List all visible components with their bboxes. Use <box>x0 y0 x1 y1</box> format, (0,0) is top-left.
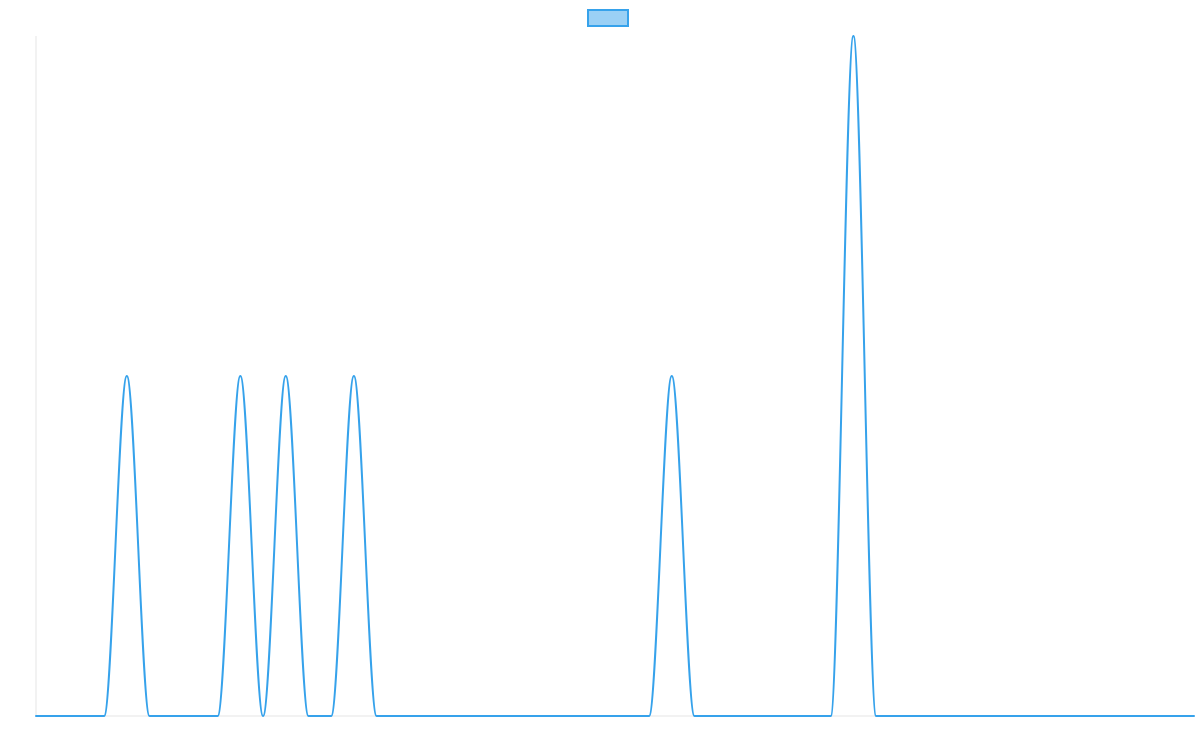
legend-swatch[interactable] <box>587 9 629 27</box>
data-point[interactable] <box>283 373 289 379</box>
data-point[interactable] <box>828 713 834 719</box>
data-point[interactable] <box>464 713 470 719</box>
data-point[interactable] <box>260 713 266 719</box>
data-point[interactable] <box>691 713 697 719</box>
data-point[interactable] <box>192 713 198 719</box>
data-point[interactable] <box>601 713 607 719</box>
legend[interactable] <box>587 9 629 27</box>
data-point[interactable] <box>1009 713 1015 719</box>
data-point[interactable] <box>78 713 84 719</box>
data-point[interactable] <box>1077 713 1083 719</box>
data-point[interactable] <box>147 713 153 719</box>
data-point[interactable] <box>33 713 39 719</box>
data-point[interactable] <box>124 373 130 379</box>
data-point[interactable] <box>487 713 493 719</box>
data-point[interactable] <box>669 373 675 379</box>
data-point[interactable] <box>782 713 788 719</box>
data-point[interactable] <box>1100 713 1106 719</box>
data-point[interactable] <box>941 713 947 719</box>
legend-item[interactable] <box>587 9 629 27</box>
series-line <box>35 35 1195 717</box>
data-point[interactable] <box>1146 713 1152 719</box>
data-point[interactable] <box>169 713 175 719</box>
data-point[interactable] <box>1168 713 1174 719</box>
data-point[interactable] <box>873 713 879 719</box>
data-point[interactable] <box>396 713 402 719</box>
data-point[interactable] <box>533 713 539 719</box>
data-point[interactable] <box>215 713 221 719</box>
data-point[interactable] <box>760 713 766 719</box>
data-point[interactable] <box>623 713 629 719</box>
data-point[interactable] <box>714 713 720 719</box>
data-point[interactable] <box>101 713 107 719</box>
data-point[interactable] <box>1191 713 1197 719</box>
data-point[interactable] <box>987 713 993 719</box>
data-point[interactable] <box>1032 713 1038 719</box>
data-point[interactable] <box>374 713 380 719</box>
data-point[interactable] <box>305 713 311 719</box>
data-point[interactable] <box>805 713 811 719</box>
data-point[interactable] <box>850 33 856 39</box>
data-point[interactable] <box>419 713 425 719</box>
data-point[interactable] <box>578 713 584 719</box>
data-point[interactable] <box>510 713 516 719</box>
data-point[interactable] <box>896 713 902 719</box>
data-point[interactable] <box>646 713 652 719</box>
data-point[interactable] <box>351 373 357 379</box>
data-point[interactable] <box>328 713 334 719</box>
data-point[interactable] <box>1055 713 1061 719</box>
data-point[interactable] <box>919 713 925 719</box>
data-point[interactable] <box>737 713 743 719</box>
data-point[interactable] <box>56 713 62 719</box>
axes <box>35 36 1194 717</box>
data-point[interactable] <box>964 713 970 719</box>
data-point[interactable] <box>237 373 243 379</box>
data-point[interactable] <box>442 713 448 719</box>
series-group <box>33 33 1197 719</box>
data-point[interactable] <box>555 713 561 719</box>
data-point[interactable] <box>1123 713 1129 719</box>
